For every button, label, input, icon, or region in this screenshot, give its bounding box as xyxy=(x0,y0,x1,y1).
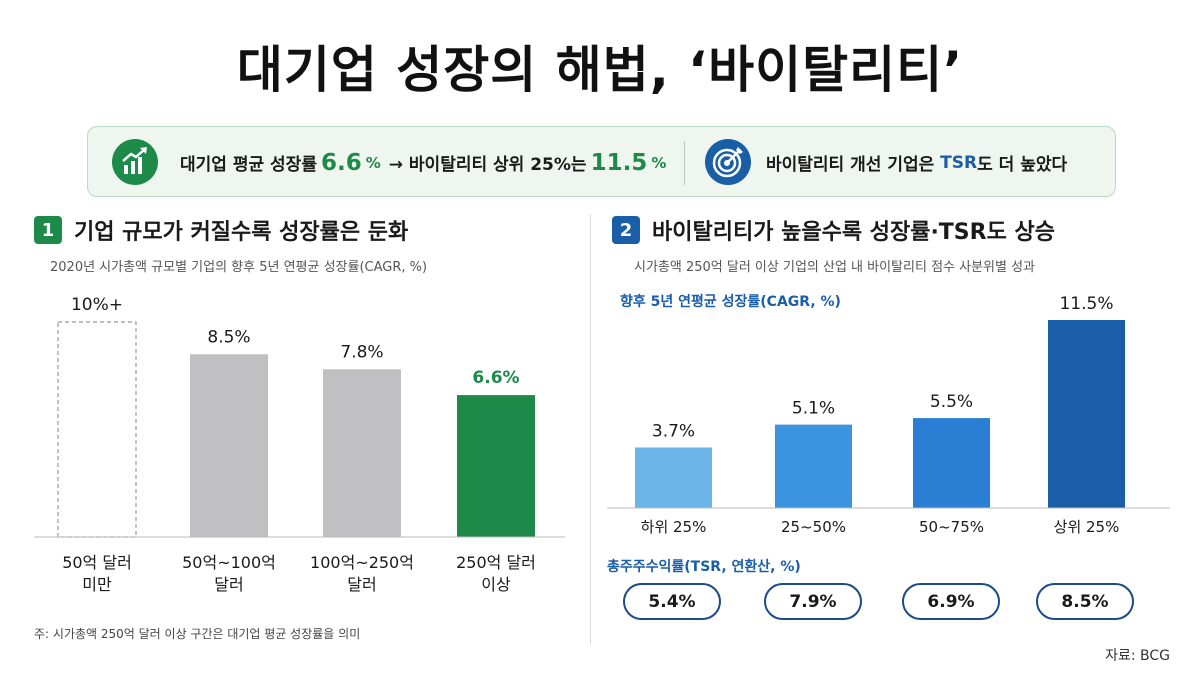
page-title: 대기업 성장의 해법, ‘바이탈리티’ xyxy=(236,41,964,99)
summary-left-middle: → 바이탈리티 상위 25%는 xyxy=(388,155,587,175)
tsr-pill-2: 7.9% xyxy=(764,583,862,620)
chart1-category-label-2-2: 달러 xyxy=(214,575,243,594)
summary-left-prefix: 대기업 평균 성장률 xyxy=(180,155,317,175)
chart2-category-label-1: 하위 25% xyxy=(641,518,707,536)
chart1-bar-2 xyxy=(190,354,268,537)
tsr-pill-3: 6.9% xyxy=(902,583,1000,620)
chart2-value-label-4: 11.5% xyxy=(1059,294,1113,314)
chart1-value-label-2: 8.5% xyxy=(207,327,250,347)
summary-left-text: 대기업 평균 성장률 6.6 % → 바이탈리티 상위 25%는 11.5 % xyxy=(180,127,674,198)
summary-right-prefix: 바이탈리티 개선 기업은 xyxy=(766,155,935,175)
summary-right-text: 바이탈리티 개선 기업은 TSR 도 더 높았다 xyxy=(766,127,1067,198)
summary-divider xyxy=(684,141,685,185)
tsr-label: 총주주수익률(TSR, 연환산, %) xyxy=(607,559,801,575)
chart1-bar-3 xyxy=(323,369,401,537)
chart1-category-label-4-2: 이상 xyxy=(481,575,511,594)
chart2-category-label-4: 상위 25% xyxy=(1054,518,1120,536)
chart1-category-label-3-1: 100억~250억 xyxy=(310,553,414,572)
chart1-category-label-4-1: 250억 달러 xyxy=(456,553,536,572)
summary-banner: 대기업 평균 성장률 6.6 % → 바이탈리티 상위 25%는 11.5 % … xyxy=(87,126,1116,197)
chart1-category-label-1-2: 미만 xyxy=(82,575,112,594)
tsr-pill-4: 8.5% xyxy=(1036,583,1134,620)
section-divider xyxy=(590,214,591,644)
chart2-value-label-1: 3.7% xyxy=(652,422,695,442)
chart2-value-label-2: 5.1% xyxy=(792,399,835,419)
chart1-bar-1 xyxy=(57,321,137,538)
chart2-bar-3 xyxy=(913,418,990,508)
chart2-bar-2 xyxy=(775,424,852,508)
summary-avg-growth-value: 6.6 xyxy=(320,149,362,176)
summary-right-suffix: 도 더 높았다 xyxy=(977,155,1068,175)
section2-title: 바이탈리티가 높을수록 성장률·TSR도 상승 xyxy=(652,220,1055,245)
section1-header: 1 기업 규모가 커질수록 성장률은 둔화 xyxy=(34,214,408,246)
footnote: 주: 시가총액 250억 달러 이상 구간은 대기업 평균 성장률을 의미 xyxy=(34,627,361,641)
summary-avg-growth-unit: % xyxy=(365,153,381,172)
summary-top-growth-unit: % xyxy=(651,153,667,172)
section1-subtitle: 2020년 시가총액 규모별 기업의 향후 5년 연평균 성장률(CAGR, %… xyxy=(50,260,428,275)
section2-header: 2 바이탈리티가 높을수록 성장률·TSR도 상승 xyxy=(612,214,1055,246)
chart1-value-label-3: 7.8% xyxy=(340,342,383,362)
chart2-bar-4 xyxy=(1048,320,1125,508)
chart2-bar-1 xyxy=(635,447,712,508)
chart1-value-label-4: 6.6% xyxy=(472,368,519,388)
section2-number-badge: 2 xyxy=(612,216,640,244)
section1-title: 기업 규모가 커질수록 성장률은 둔화 xyxy=(74,220,409,245)
chart1-value-label-1: 10%+ xyxy=(71,295,123,315)
source-label: 자료: BCG xyxy=(1105,648,1170,664)
chart2-category-label-3: 50~75% xyxy=(919,518,984,536)
summary-top-growth-value: 11.5 xyxy=(590,149,648,176)
target-icon xyxy=(705,139,751,185)
chart2-ylabel: 향후 5년 연평균 성장률(CAGR, %) xyxy=(620,293,841,310)
tsr-pill-1: 5.4% xyxy=(623,583,721,620)
chart2-value-label-3: 5.5% xyxy=(930,392,973,412)
chart1-category-label-2-1: 50억~100억 xyxy=(182,553,276,572)
chart1-bar-4 xyxy=(457,395,535,537)
chart1-category-label-1-1: 50억 달러 xyxy=(62,553,132,572)
growth-chart-icon xyxy=(112,139,158,185)
summary-tsr: TSR xyxy=(940,152,978,173)
chart2-category-label-2: 25~50% xyxy=(781,518,846,536)
section2-subtitle: 시가총액 250억 달러 이상 기업의 산업 내 바이탈리티 점수 사분위별 성… xyxy=(634,260,1036,275)
chart1-category-label-3-2: 달러 xyxy=(347,575,376,594)
section1-number-badge: 1 xyxy=(34,216,62,244)
